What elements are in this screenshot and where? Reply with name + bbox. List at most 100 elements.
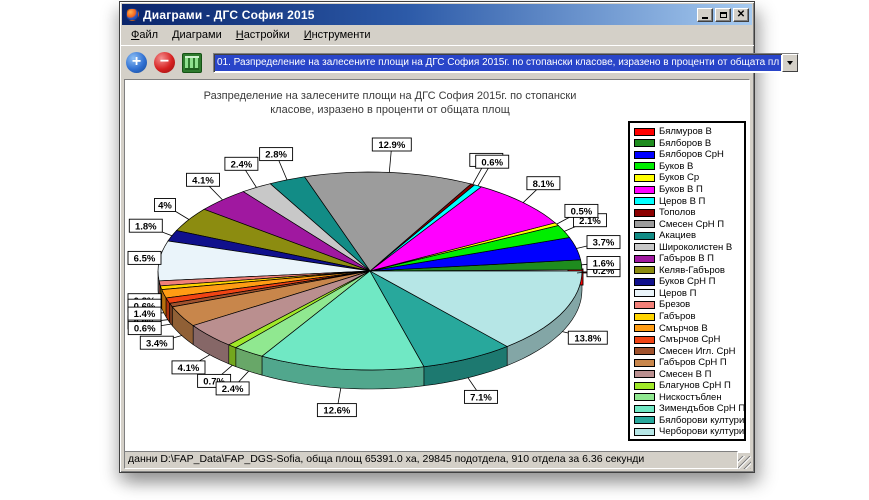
pie-label: 0.2% xyxy=(593,266,615,277)
legend-item: Нискостъблен xyxy=(632,392,742,404)
legend-item: Церов В П xyxy=(632,195,742,207)
legend-label: Черборови култури xyxy=(659,426,745,438)
resize-grip[interactable] xyxy=(738,456,751,469)
close-button[interactable]: ✕ xyxy=(733,7,749,22)
maximize-icon xyxy=(719,11,727,18)
plus-icon: + xyxy=(131,53,142,70)
legend-swatch xyxy=(634,127,655,136)
pie-label-box xyxy=(475,154,510,169)
legend-label: Широколистен В xyxy=(659,241,733,253)
pie-label-box xyxy=(127,250,162,265)
legend-swatch xyxy=(634,347,655,356)
legend-label: Габъров xyxy=(659,311,696,323)
legend-item: Смесен В П xyxy=(632,368,742,380)
legend-item: Буков СрН П xyxy=(632,276,742,288)
legend-swatch xyxy=(634,185,655,194)
legend-label: Брезов xyxy=(659,299,691,311)
maximize-button[interactable] xyxy=(715,7,731,22)
pie-label: 13.8% xyxy=(574,333,601,344)
legend-item: Габъров В П xyxy=(632,253,742,265)
pie-label: 2.4% xyxy=(222,384,244,395)
legend-item: Широколистен В xyxy=(632,241,742,253)
legend-swatch xyxy=(634,220,655,229)
legend-label: Бялборов СрН xyxy=(659,149,724,161)
status-bar: данни D:\FAP_Data\FAP_DGS-Sofia, обща пл… xyxy=(122,450,752,470)
pie-label-box xyxy=(127,321,162,336)
legend-swatch xyxy=(634,300,655,309)
legend-swatch xyxy=(634,335,655,344)
legend-label: Смесен В П xyxy=(659,368,712,380)
legend-item: Габъров xyxy=(632,311,742,323)
legend-swatch xyxy=(634,173,655,182)
app-window: Диаграми - ДГС София 2015 ✕ Файл Диаграм… xyxy=(119,1,800,473)
chart-settings-button[interactable] xyxy=(182,52,202,73)
pie-slice xyxy=(192,270,371,346)
legend-item: Смърчов В xyxy=(632,322,742,334)
legend-item: Габъров СрН П xyxy=(632,357,742,369)
legend-item: Келяв-Габъров xyxy=(632,265,742,277)
legend-label: Тополов xyxy=(659,207,696,219)
legend-label: Габъров В П xyxy=(659,253,715,265)
legend-swatch xyxy=(634,266,655,275)
legend-label: Буков СрН П xyxy=(659,276,716,288)
legend-item: Смесен Игл. СрН xyxy=(632,345,742,357)
legend-label: Бялборови култури xyxy=(659,414,745,426)
pie-label-box xyxy=(371,137,412,152)
pie-label: 1.6% xyxy=(593,259,615,270)
legend-item: Бялборов В xyxy=(632,138,742,150)
legend-label: Зимендъбов СрН П xyxy=(659,403,746,415)
add-chart-button[interactable]: + xyxy=(126,52,147,73)
pie-slice xyxy=(369,270,583,347)
pie-label-box xyxy=(316,403,357,418)
legend-item: Черборови култури xyxy=(632,426,745,438)
pie-label: 12.9% xyxy=(378,140,405,151)
minus-icon: − xyxy=(159,53,170,70)
pie-slice xyxy=(175,208,371,272)
legend-label: Смърчов В xyxy=(659,322,708,334)
legend-item: Бялмуров В xyxy=(632,126,742,138)
combo-dropdown-button[interactable] xyxy=(782,53,799,72)
legend-label: Буков Ср xyxy=(659,172,700,184)
legend-label: Нискостъблен xyxy=(659,391,722,403)
menu-item-tools[interactable]: Инструменти xyxy=(303,29,371,41)
pie-label-box xyxy=(586,235,621,250)
remove-chart-button[interactable]: − xyxy=(154,52,175,73)
legend-swatch xyxy=(634,404,655,413)
pie-label-box xyxy=(171,360,206,375)
legend-item: Церов П xyxy=(632,288,742,300)
pie-label: 6.5% xyxy=(134,254,156,265)
toolbar: + − 01. Разпределение на залесените площ… xyxy=(120,45,800,79)
legend-label: Буков В П xyxy=(659,184,703,195)
menu-item-settings[interactable]: Настройки xyxy=(235,29,290,41)
pie-label: 7.1% xyxy=(470,393,492,404)
pie-slice-side xyxy=(228,344,237,368)
legend-swatch xyxy=(634,358,655,367)
legend-swatch xyxy=(634,381,655,390)
pie-slice xyxy=(261,270,425,371)
legend-label: Бялмуров В xyxy=(659,126,712,138)
legend-item: Тополов xyxy=(632,207,742,219)
legend-swatch xyxy=(634,427,655,436)
legend-label: Смърчов СрН xyxy=(659,334,721,346)
pie-label-box xyxy=(186,172,220,187)
window-controls: ✕ xyxy=(697,7,749,22)
legend-swatch xyxy=(634,150,655,159)
pie-label: 12.6% xyxy=(323,406,350,417)
chart-title: Разпределение на залесените площи на ДГС… xyxy=(203,90,577,116)
pie-label: 3.7% xyxy=(593,238,615,249)
pie-label-box xyxy=(128,218,163,233)
pie-slice xyxy=(369,186,556,272)
pie-chart: 0.2%2.1%0.3%0.8%0.9%1.6%3.7%0.5%8.1%0.6%… xyxy=(127,137,621,418)
legend-swatch xyxy=(634,139,655,148)
legend-label: Церов П xyxy=(659,287,697,299)
legend-item: Акациев xyxy=(632,230,742,242)
minimize-button[interactable] xyxy=(697,7,713,22)
chart-selector-combobox[interactable]: 01. Разпределение на залесените площи на… xyxy=(213,52,800,73)
menu-item-file[interactable]: Файл xyxy=(131,29,159,41)
pie-label-box xyxy=(154,198,176,212)
title-bar[interactable]: Диаграми - ДГС София 2015 ✕ xyxy=(122,4,752,25)
menu-item-diagrams[interactable]: Диаграми xyxy=(172,29,222,41)
pie-label: 0.7% xyxy=(203,377,225,388)
legend-label: Смесен Игл. СрН xyxy=(659,345,736,357)
